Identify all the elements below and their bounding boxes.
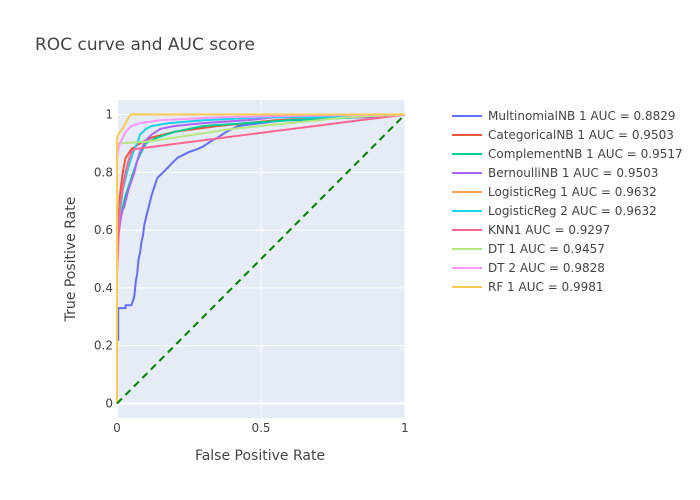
y-axis-title: True Positive Rate	[63, 197, 79, 323]
baseline-line	[116, 113, 406, 405]
legend-item-10[interactable]: RF 1 AUC = 0.9981	[452, 280, 604, 294]
y-tick-label: 0	[105, 397, 113, 411]
series-line-8	[116, 113, 406, 404]
chart-title: ROC curve and AUC score	[35, 35, 255, 55]
x-axis-ticks: 0 0.5 1	[113, 421, 409, 435]
legend-label: ComplementNB 1 AUC = 0.9517	[488, 147, 683, 161]
legend-label: DT 2 AUC = 0.9828	[488, 261, 605, 275]
legend-item-2[interactable]: CategoricalNB 1 AUC = 0.9503	[452, 128, 674, 142]
y-tick-label: 0.2	[94, 339, 113, 353]
x-tick-label: 0	[113, 421, 121, 435]
series-line-10	[116, 113, 405, 404]
x-axis-title: False Positive Rate	[195, 448, 325, 464]
legend-item-3[interactable]: ComplementNB 1 AUC = 0.9517	[452, 147, 683, 161]
series-line-9	[116, 113, 406, 404]
legend-item-8[interactable]: DT 1 AUC = 0.9457	[452, 242, 605, 256]
x-tick-label: 0.5	[251, 421, 270, 435]
legend-item-6[interactable]: LogisticReg 2 AUC = 0.9632	[452, 204, 657, 218]
legend-item-7[interactable]: KNN1 AUC = 0.9297	[452, 223, 610, 237]
legend-item-1[interactable]: MultinomialNB 1 AUC = 0.8829	[452, 109, 676, 123]
y-tick-label: 1	[105, 107, 113, 121]
y-tick-label: 0.4	[94, 281, 113, 295]
legend-item-4[interactable]: BernoulliNB 1 AUC = 0.9503	[452, 166, 658, 180]
series-line-4	[116, 113, 406, 404]
legend-label: CategoricalNB 1 AUC = 0.9503	[488, 128, 674, 142]
y-tick-label: 0.8	[94, 165, 113, 179]
legend-label: RF 1 AUC = 0.9981	[488, 280, 604, 294]
legend-item-9[interactable]: DT 2 AUC = 0.9828	[452, 261, 605, 275]
legend-label: BernoulliNB 1 AUC = 0.9503	[488, 166, 658, 180]
series-layer	[116, 113, 406, 405]
legend-label: MultinomialNB 1 AUC = 0.8829	[488, 109, 676, 123]
legend-label: KNN1 AUC = 0.9297	[488, 223, 610, 237]
y-axis-ticks: 0 0.2 0.4 0.6 0.8 1	[94, 107, 113, 410]
legend-label: LogisticReg 1 AUC = 0.9632	[488, 185, 657, 199]
y-tick-label: 0.6	[94, 223, 113, 237]
legend-label: DT 1 AUC = 0.9457	[488, 242, 605, 256]
series-line-1	[116, 113, 406, 404]
x-tick-label: 1	[401, 421, 409, 435]
legend-item-5[interactable]: LogisticReg 1 AUC = 0.9632	[452, 185, 657, 199]
legend[interactable]: MultinomialNB 1 AUC = 0.8829 CategoricalN…	[452, 109, 683, 294]
legend-label: LogisticReg 2 AUC = 0.9632	[488, 204, 657, 218]
